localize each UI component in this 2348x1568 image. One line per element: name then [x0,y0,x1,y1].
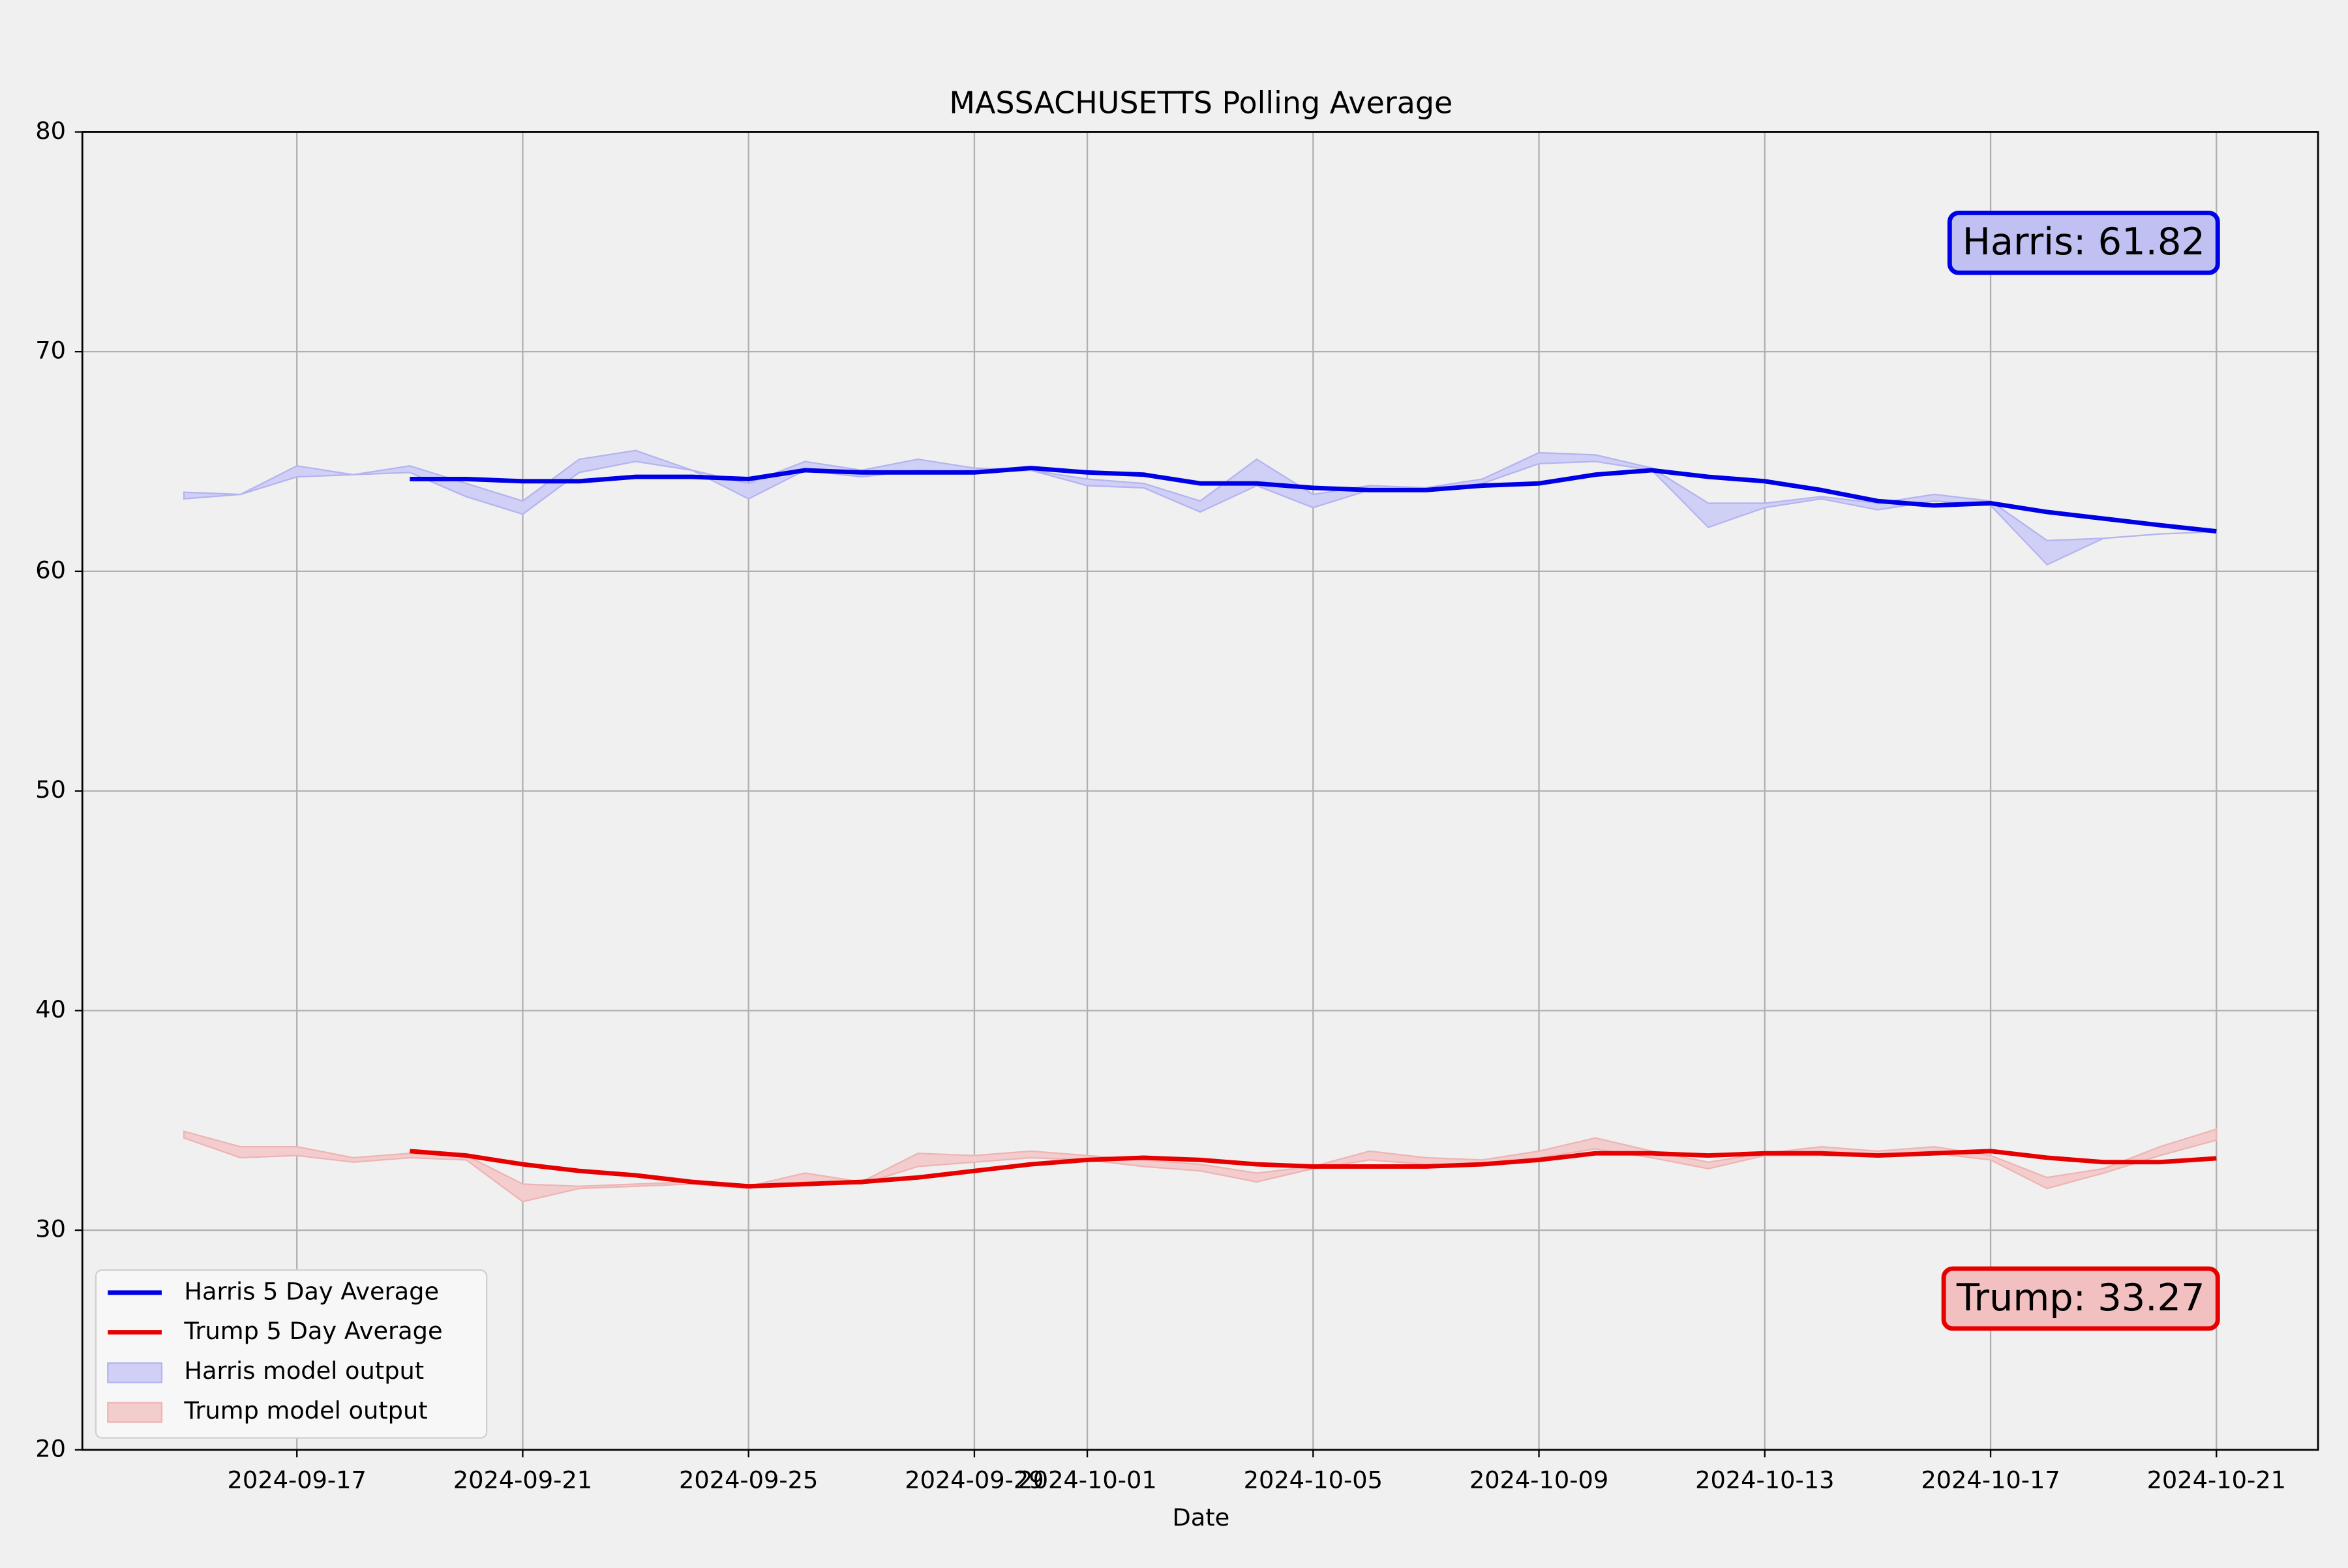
y-tick-label: 60 [35,556,66,584]
x-tick-label: 2024-09-17 [228,1466,367,1494]
annotation-box [1947,210,2220,275]
annotation-box [1941,1266,2220,1331]
x-tick-label: 2024-10-05 [1244,1466,1383,1494]
y-tick-label: 80 [35,117,66,145]
legend-label: Harris 5 Day Average [184,1277,439,1305]
x-axis-label: Date [1172,1503,1229,1531]
y-tick-label: 20 [35,1434,66,1462]
y-tick-label: 50 [35,776,66,804]
x-tick-label: 2024-10-01 [1017,1466,1156,1494]
legend-swatch [107,1402,163,1423]
legend-label: Harris model output [184,1357,424,1385]
average-line [410,1149,2217,1189]
x-tick-label: 2024-10-21 [2147,1466,2286,1494]
y-tick-label: 30 [35,1215,66,1243]
legend-label: Trump 5 Day Average [183,1317,442,1345]
x-tick-label: 2024-10-17 [1921,1466,2060,1494]
y-tick-label: 40 [35,995,66,1023]
annotation: Harris: 61.82 [1963,220,2205,264]
y-tick-label: 70 [35,337,66,365]
legend-box [95,1269,488,1439]
legend-label: Trump model output [183,1396,427,1425]
annotation: Trump: 33.27 [1956,1276,2205,1319]
x-tick-label: 2024-09-21 [453,1466,592,1494]
x-tick-label: 2024-10-09 [1469,1466,1608,1494]
x-tick-label: 2024-09-29 [905,1466,1044,1494]
chart-title: MASSACHUSETTS Polling Average [949,85,1452,121]
legend-swatch [107,1362,163,1383]
x-tick-label: 2024-09-25 [679,1466,818,1494]
plot-frame [81,131,2319,1451]
x-tick-label: 2024-10-13 [1695,1466,1834,1494]
average-line [410,466,2217,534]
